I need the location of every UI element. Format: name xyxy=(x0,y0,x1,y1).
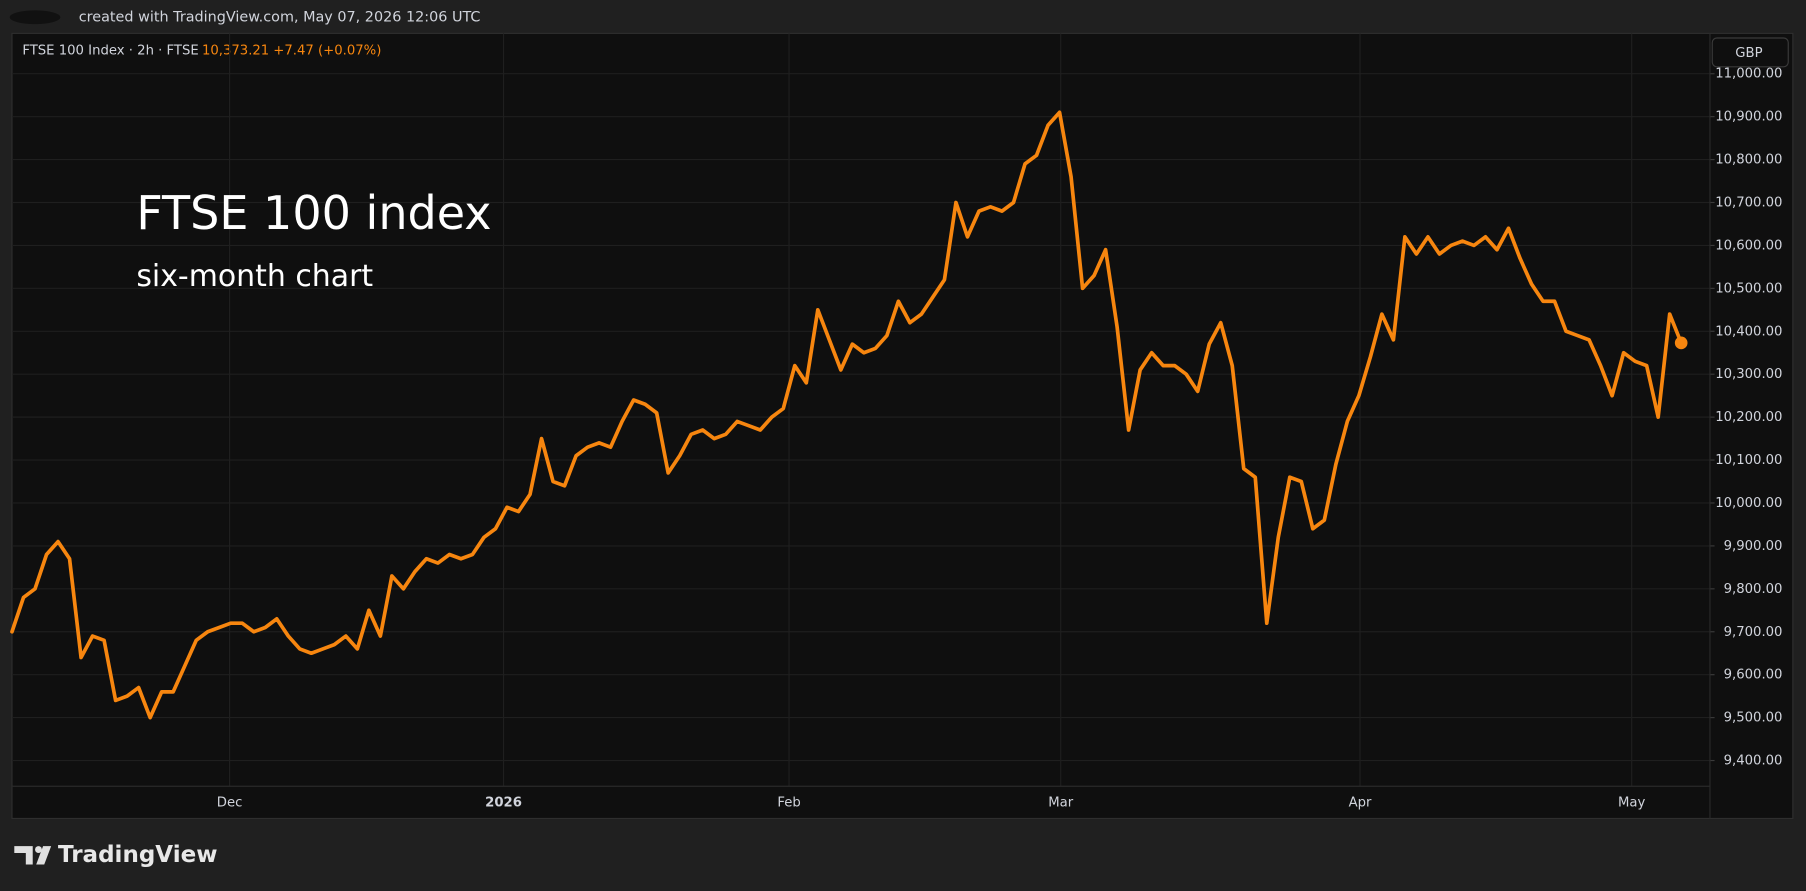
y-tick-label: 9,500.00 xyxy=(1724,711,1783,726)
chart-title: FTSE 100 index xyxy=(136,186,491,240)
y-tick-label: 10,300.00 xyxy=(1715,367,1782,382)
redacted-user xyxy=(9,10,61,25)
chart-panel xyxy=(11,32,1794,820)
plot: 9,400.00 9,500.00 9,600.00 9,700.00 9,800.00… xyxy=(10,33,1783,819)
y-tick-label: 10,600.00 xyxy=(1715,238,1782,253)
brand-logo xyxy=(14,846,52,865)
currency-button[interactable] xyxy=(1711,37,1789,68)
chart-subtitle: six-month chart xyxy=(136,259,373,294)
symbol-label: FTSE 100 Index · 2h · FTSE xyxy=(22,44,198,59)
y-tick-label: 9,700.00 xyxy=(1724,625,1783,640)
logo-mark xyxy=(14,846,33,865)
x-tick-label: 2026 xyxy=(485,795,522,810)
y-tick-label: 10,700.00 xyxy=(1715,196,1782,211)
y-tick-label: 9,800.00 xyxy=(1724,582,1783,597)
y-tick-label: 9,600.00 xyxy=(1724,668,1783,683)
last-point xyxy=(1674,336,1688,350)
y-tick-label: 9,900.00 xyxy=(1724,539,1783,554)
brand-name: TradingView xyxy=(58,842,217,868)
x-tick-label: Dec xyxy=(217,795,243,810)
last-price: 10,373.21 xyxy=(202,44,269,59)
price-line xyxy=(10,110,1684,720)
currency-label[interactable]: GBP xyxy=(1735,46,1762,61)
x-tick-label: Feb xyxy=(777,795,800,810)
logo-dot xyxy=(35,846,42,854)
x-tick-label: Apr xyxy=(1349,795,1372,810)
y-tick-label: 10,400.00 xyxy=(1715,324,1782,339)
y-tick-label: 10,500.00 xyxy=(1715,281,1782,296)
y-tick-label: 10,000.00 xyxy=(1715,496,1782,511)
y-tick-label: 9,400.00 xyxy=(1724,754,1783,769)
y-tick-label: 10,800.00 xyxy=(1715,153,1782,168)
x-tick-label: May xyxy=(1618,795,1646,810)
logo-slash xyxy=(36,846,52,865)
y-tick-label: 11,000.00 xyxy=(1715,67,1782,82)
y-tick-label: 10,200.00 xyxy=(1715,410,1782,425)
price-change: +7.47 (+0.07%) xyxy=(273,44,381,59)
y-tick-label: 10,100.00 xyxy=(1715,453,1782,468)
created-note: created with TradingView.com, May 07, 20… xyxy=(79,9,481,25)
x-tick-label: Mar xyxy=(1048,795,1074,810)
y-tick-label: 10,900.00 xyxy=(1715,110,1782,125)
